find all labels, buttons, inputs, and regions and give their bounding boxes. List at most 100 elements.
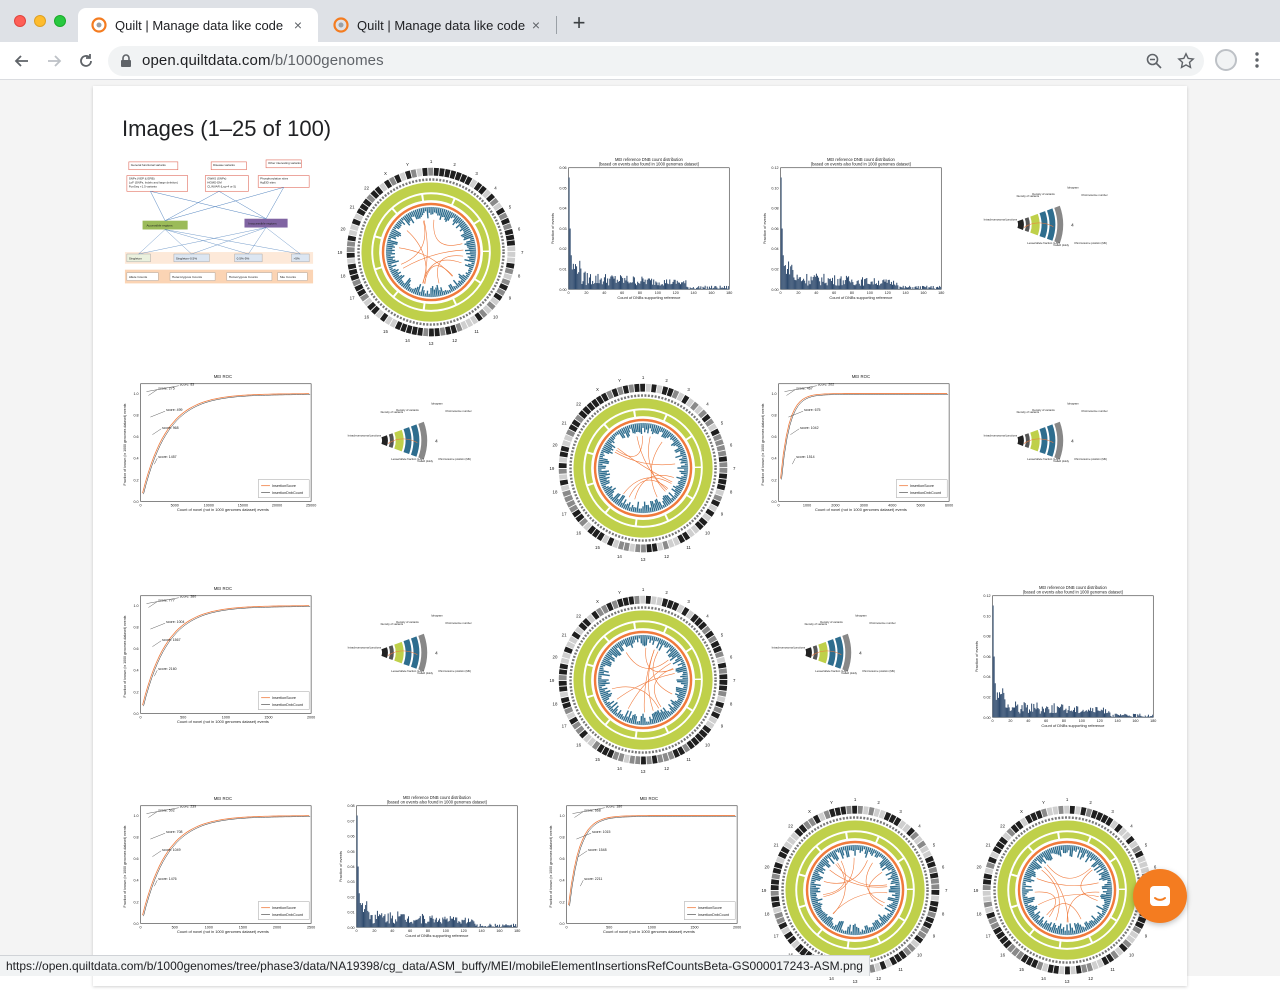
reload-button[interactable] xyxy=(74,49,98,73)
forward-button[interactable] xyxy=(42,49,66,73)
histogram-bar xyxy=(791,265,792,289)
histogram-bar xyxy=(443,919,444,927)
image-thumbnail-histogram[interactable]: MEI reference DNB count distribution(bas… xyxy=(547,156,743,352)
density-bar xyxy=(386,248,392,249)
histogram-bar xyxy=(585,272,586,290)
density-bar xyxy=(615,433,617,435)
ideogram-band xyxy=(771,896,779,902)
tab-active[interactable]: Quilt | Manage data like code × xyxy=(78,8,318,42)
histogram-bar xyxy=(381,913,382,927)
histogram-bar xyxy=(883,279,884,289)
histogram-bar xyxy=(996,700,997,717)
histogram-bar xyxy=(937,287,938,289)
ideogram-band xyxy=(984,873,993,879)
histogram-bar xyxy=(626,276,627,289)
histogram-bar xyxy=(449,921,450,927)
histogram-bar xyxy=(469,922,470,927)
histogram-bar xyxy=(852,282,853,289)
histogram-bar xyxy=(435,920,436,928)
histogram-bar xyxy=(1014,708,1015,718)
minimize-window-button[interactable] xyxy=(34,15,46,27)
density-bar xyxy=(893,878,899,880)
ideogram-band xyxy=(505,229,514,236)
ideogram-band xyxy=(440,327,446,335)
y-tick-label: 0.06 xyxy=(983,655,990,659)
page-viewport: Images (1–25 of 100) General functional … xyxy=(0,80,1280,976)
back-button[interactable] xyxy=(10,49,34,73)
chromosome-number: 10 xyxy=(917,952,922,957)
maximize-window-button[interactable] xyxy=(54,15,66,27)
histogram-bar xyxy=(826,283,827,290)
y-tick-label: 0.2 xyxy=(771,478,776,482)
histogram-bar xyxy=(1085,711,1086,717)
frequency-label: 0.5%-5% xyxy=(237,256,250,260)
variant-ring xyxy=(595,420,691,516)
chromosome-number: 15 xyxy=(595,757,600,762)
flow-edge xyxy=(139,230,165,255)
histogram-bar xyxy=(842,285,843,289)
legend-arc xyxy=(828,639,836,666)
density-bar xyxy=(889,892,900,893)
histogram-bar xyxy=(362,903,363,927)
histogram-bar xyxy=(368,912,369,927)
image-thumbnail-histogram[interactable]: MEI reference DNB count distribution(bas… xyxy=(971,584,1167,780)
tab-inactive[interactable]: Quilt | Manage data like code × xyxy=(320,8,556,42)
density-bar xyxy=(650,424,651,429)
histogram-bar xyxy=(570,229,571,290)
star-icon[interactable] xyxy=(1177,52,1195,70)
x-tick-label: 0 xyxy=(778,503,780,507)
legend-annotation: Density of variants xyxy=(396,408,419,412)
histogram-bar xyxy=(1038,708,1039,717)
histogram-bar xyxy=(607,278,608,289)
profile-icon[interactable] xyxy=(1215,49,1237,71)
junction-link xyxy=(1038,895,1098,905)
ideogram-band xyxy=(983,879,991,885)
histogram-bar xyxy=(923,286,924,289)
histogram-bar xyxy=(864,279,865,289)
histogram-bar xyxy=(633,276,634,289)
histogram-bar xyxy=(430,918,431,927)
density-bar xyxy=(617,432,619,435)
density-bar xyxy=(635,716,636,724)
ideogram-band xyxy=(719,685,727,691)
x-axis-label: Count of novel (not in 1000 genomes data… xyxy=(603,929,695,934)
histogram-bar xyxy=(417,920,418,928)
density-bar xyxy=(892,869,895,871)
chat-button[interactable] xyxy=(1133,869,1187,923)
image-thumbnail-histogram[interactable]: MEI reference DNB count distribution(bas… xyxy=(759,156,955,352)
histogram-bar xyxy=(629,283,630,289)
close-window-button[interactable] xyxy=(14,15,26,27)
legend-annotation: Chromosome number xyxy=(445,409,472,413)
density-bar xyxy=(1061,845,1062,850)
histogram-bar xyxy=(938,288,939,290)
score-arrow xyxy=(152,851,161,857)
tab-close-icon[interactable]: × xyxy=(290,17,306,33)
histogram-bar xyxy=(464,920,465,927)
y-tick-label: 0.01 xyxy=(347,911,354,915)
density-bar xyxy=(895,897,899,898)
histogram-bar xyxy=(998,698,999,717)
ideogram-band xyxy=(718,691,727,697)
address-bar[interactable]: open.quiltdata.com/b/1000genomes xyxy=(108,46,1204,76)
density-bar xyxy=(598,471,609,472)
new-tab-button[interactable]: + xyxy=(566,10,592,36)
tab-close-icon[interactable]: × xyxy=(528,17,544,33)
ideogram-band xyxy=(852,806,857,814)
menu-icon[interactable] xyxy=(1250,50,1264,70)
zoom-icon[interactable] xyxy=(1145,52,1163,70)
density-bar xyxy=(864,930,865,934)
chromosome-number: 3 xyxy=(1111,809,1114,814)
